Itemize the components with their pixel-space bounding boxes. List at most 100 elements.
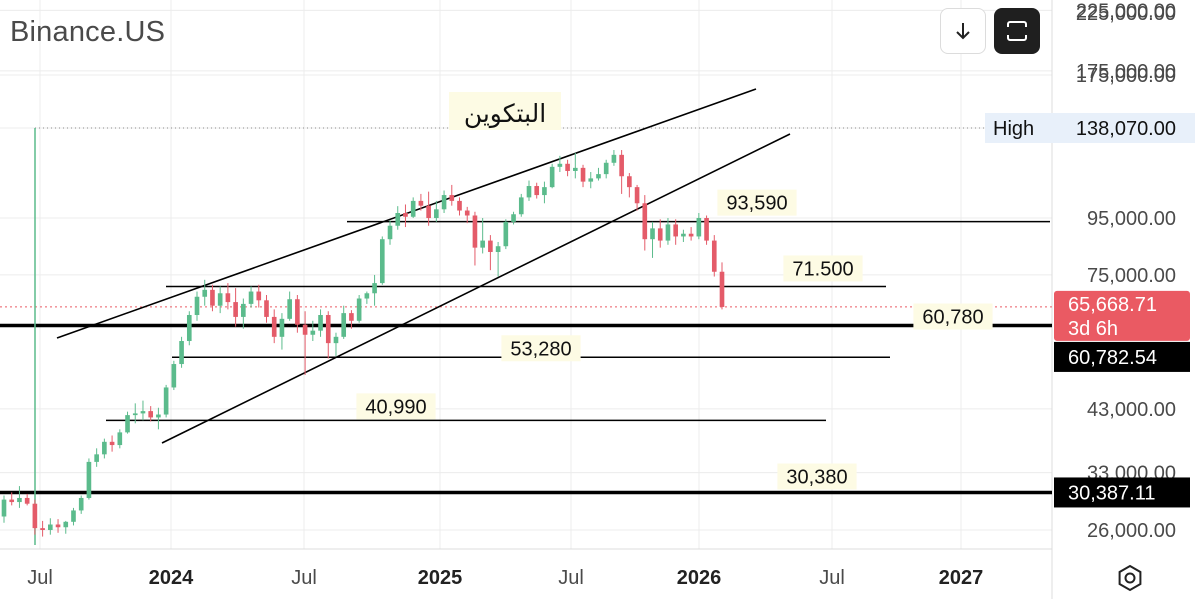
candle	[148, 411, 154, 418]
price-tick-label: 175,000.00	[1076, 65, 1176, 87]
candle	[194, 296, 200, 316]
current-price-value: 65,668.71	[1068, 294, 1157, 316]
candle	[557, 163, 563, 167]
candle	[225, 293, 231, 303]
level-label: 30,380	[786, 467, 847, 489]
level-label-background	[777, 463, 857, 490]
candle	[356, 298, 362, 321]
candle	[48, 524, 53, 530]
candle	[565, 163, 570, 171]
candle	[495, 246, 501, 252]
candle	[542, 187, 547, 196]
candle	[125, 415, 130, 433]
candle	[279, 318, 285, 337]
candle	[163, 387, 169, 415]
candle	[40, 528, 45, 530]
arrow-down-icon	[956, 23, 970, 40]
level-label: 60,780	[922, 307, 983, 329]
candle	[488, 240, 493, 252]
candle	[603, 162, 609, 175]
candle	[241, 303, 246, 317]
level-label: 40,990	[365, 396, 426, 418]
candle	[634, 187, 640, 204]
horizontal-levels	[0, 127, 1052, 495]
candle	[325, 315, 331, 344]
level-label: 93,590	[726, 193, 787, 215]
candle	[186, 315, 192, 342]
candle	[86, 461, 92, 498]
candle	[696, 218, 702, 237]
download-button[interactable]	[940, 8, 986, 54]
candle	[302, 324, 308, 335]
candle	[78, 497, 84, 511]
level-label-background	[783, 255, 863, 282]
settings-button[interactable]	[1114, 562, 1146, 594]
candle	[217, 293, 223, 306]
candle	[549, 166, 555, 188]
candle	[503, 221, 509, 247]
chart-grid	[0, 0, 1053, 599]
candle	[132, 413, 138, 416]
time-tick-label: Jul	[558, 567, 584, 589]
candlestick-series	[1, 128, 725, 545]
candle	[179, 341, 184, 365]
candle	[287, 299, 292, 319]
candle	[24, 497, 30, 504]
candle	[55, 524, 61, 528]
price-tick-label: 75,000.00	[1087, 265, 1176, 287]
time-tick-label: Jul	[27, 567, 53, 589]
exchange-name: Binance.US	[10, 16, 166, 48]
level-label-background	[501, 335, 581, 362]
candle	[441, 195, 447, 210]
chart-title-group: البتكوين	[449, 92, 561, 130]
level-label-background	[356, 393, 436, 420]
candle	[295, 299, 300, 325]
level-label: 71.500	[792, 258, 853, 280]
time-axis[interactable]: Jul 2024 Jul 2025 Jul 2026 Jul 2027	[27, 567, 983, 589]
candle	[572, 167, 578, 171]
candle	[534, 186, 540, 196]
candle	[719, 271, 725, 307]
level-tag-value: 60,782.54	[1068, 347, 1157, 369]
candle	[387, 225, 393, 240]
candle	[688, 233, 694, 237]
candle	[642, 203, 648, 240]
price-tick-label: 225,000.00	[1076, 3, 1176, 25]
fullscreen-button[interactable]	[994, 8, 1040, 54]
time-tick-label: Jul	[291, 567, 317, 589]
candle	[248, 291, 254, 304]
price-tick-label: 43,000.00	[1087, 399, 1176, 421]
candle	[673, 224, 678, 237]
candle	[271, 316, 277, 337]
candle	[627, 176, 632, 188]
candle	[94, 454, 99, 462]
settings-icon	[1118, 564, 1142, 592]
time-tick-label: 2025	[418, 567, 463, 589]
time-tick-label: Jul	[819, 567, 845, 589]
candle	[109, 441, 115, 446]
countdown-label: 3d 6h	[1068, 318, 1118, 340]
candle	[210, 289, 215, 306]
candle	[349, 313, 354, 321]
candle	[449, 195, 455, 201]
candle	[580, 167, 586, 182]
price-tick-label: 225,000.00	[1076, 0, 1176, 22]
trendline-lower	[161, 133, 791, 444]
price-axis[interactable]: 225,000.00 175,000.00 95,000.00 75,000.00 43…	[985, 0, 1195, 542]
candle	[71, 510, 76, 522]
candle	[410, 200, 416, 217]
candle	[202, 289, 208, 297]
high-tag-value: 138,070.00	[1076, 118, 1176, 140]
level-tag-value: 30,387.11	[1068, 482, 1156, 504]
candle	[379, 239, 385, 284]
chart-title-background	[449, 92, 561, 130]
level-tag	[1054, 477, 1190, 508]
candle	[518, 197, 524, 215]
time-tick-label: 2027	[939, 567, 984, 589]
level-tag	[1054, 341, 1190, 372]
candle	[464, 210, 470, 216]
candle	[711, 240, 717, 272]
candle	[511, 214, 516, 222]
